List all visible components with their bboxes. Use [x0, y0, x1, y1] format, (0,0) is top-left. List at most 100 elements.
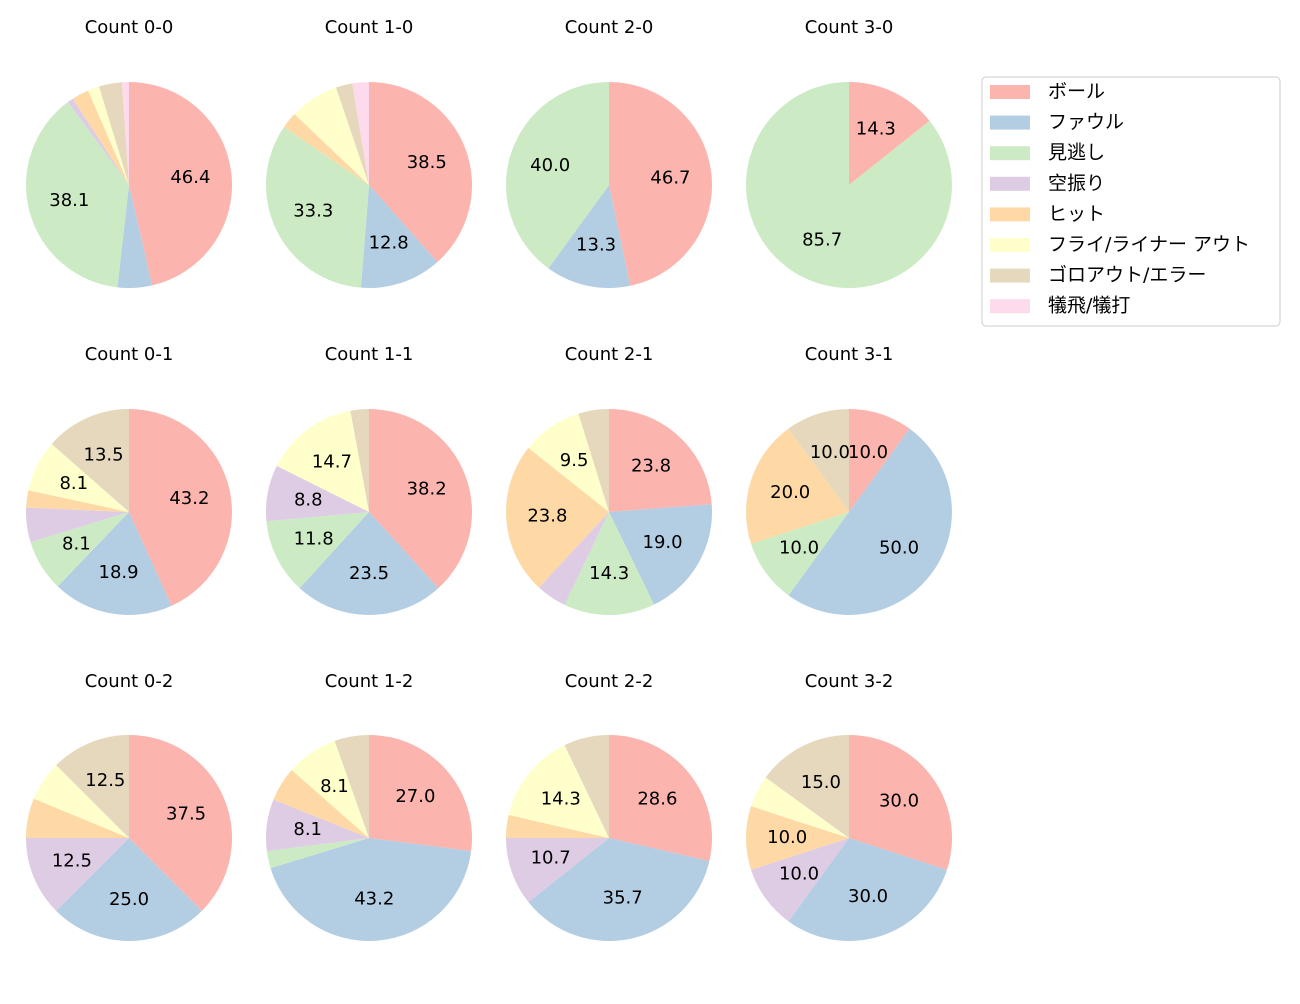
pie-slice	[121, 82, 129, 185]
pie-slice	[266, 799, 369, 852]
pie-slice	[57, 512, 172, 615]
slice-label: 11.8	[294, 528, 334, 549]
pie-slice	[299, 512, 439, 615]
slice-label: 30.0	[848, 886, 888, 907]
legend-swatch	[990, 176, 1030, 191]
pie-slice	[751, 777, 849, 838]
pie-slice	[746, 428, 849, 544]
pie-slice	[26, 490, 130, 512]
legend-label: ファウル	[1048, 111, 1124, 133]
pie-slice	[129, 409, 232, 606]
pie-slice	[26, 838, 129, 911]
slice-label: 8.1	[62, 533, 91, 554]
legend-frame	[981, 76, 1281, 327]
slice-label: 10.7	[531, 847, 571, 868]
slice-label: 50.0	[879, 537, 919, 558]
chart-title: Count 2-2	[565, 671, 654, 692]
slice-label: 12.5	[85, 770, 125, 791]
slice-label: 14.7	[312, 452, 352, 473]
pie-slice	[369, 82, 472, 263]
slice-label: 35.7	[603, 887, 643, 908]
slice-label: 8.1	[293, 819, 322, 840]
slice-label: 8.1	[59, 473, 88, 494]
pie-slice	[350, 409, 369, 512]
legend-swatch	[990, 207, 1030, 222]
legend-swatch	[990, 238, 1030, 252]
pie-slice	[506, 82, 609, 269]
slice-label: 23.8	[527, 506, 567, 527]
slice-label: 20.0	[770, 482, 810, 503]
slice-label: 12.8	[369, 233, 409, 254]
pie-slice	[129, 735, 232, 911]
pie-slice	[528, 838, 710, 941]
pie-slice	[765, 735, 849, 838]
pie-slice	[548, 185, 631, 288]
pie-slice	[266, 465, 369, 522]
pie-slice	[99, 82, 129, 185]
pie-slice	[849, 735, 952, 870]
slice-label: 30.0	[879, 791, 919, 812]
pie-slice	[56, 838, 202, 941]
slice-label: 23.5	[349, 563, 389, 584]
pie-slice	[508, 745, 609, 838]
pie-slice	[129, 82, 233, 286]
chart-title: Count 1-1	[325, 344, 414, 365]
slice-label: 8.1	[320, 776, 349, 797]
pie-slice	[51, 409, 129, 512]
pie-slice	[369, 735, 472, 852]
legend-swatch	[990, 85, 1030, 99]
slice-label: 43.2	[169, 488, 209, 509]
pie-slice	[751, 838, 849, 922]
pie-slice	[564, 735, 609, 838]
pie-slice	[28, 443, 129, 512]
pie-slice	[609, 504, 712, 605]
pie-slice	[609, 735, 712, 862]
pie-slice	[564, 512, 655, 615]
pie-slice	[609, 82, 712, 286]
pie-slice	[276, 410, 369, 512]
pie-slice	[266, 127, 369, 288]
slice-label: 15.0	[801, 772, 841, 793]
legend-label: 見逃し	[1048, 142, 1105, 164]
pie-slice	[266, 512, 369, 589]
pie-slice	[88, 86, 129, 185]
slice-label: 38.1	[49, 190, 89, 211]
slice-label: 12.5	[52, 851, 92, 872]
pie-slice	[788, 838, 947, 941]
slice-label: 19.0	[643, 532, 683, 553]
chart-title: Count 1-2	[325, 671, 414, 692]
pie-slice	[291, 740, 369, 838]
pie-slice	[369, 409, 472, 589]
slice-label: 13.5	[84, 445, 124, 466]
pie-slice	[33, 765, 129, 838]
pie-slice	[266, 838, 369, 869]
pie-slice	[117, 185, 153, 288]
slice-label: 8.8	[294, 490, 323, 511]
slice-label: 10.0	[779, 537, 819, 558]
slice-label: 10.0	[779, 863, 819, 884]
pie-slice	[283, 113, 369, 185]
slice-label: 14.3	[856, 118, 896, 139]
pie-slice	[788, 409, 849, 512]
pie-slice	[56, 735, 130, 838]
pie-slice	[538, 512, 609, 605]
pie-slice	[334, 735, 369, 838]
legend-label: ゴロアウト/エラー	[1048, 264, 1206, 286]
pie-slice	[788, 428, 952, 615]
chart-title: Count 0-2	[85, 671, 174, 692]
slice-label: 27.0	[395, 786, 435, 807]
pie-slice	[273, 769, 369, 838]
slice-label: 13.3	[576, 234, 616, 255]
slice-label: 14.3	[541, 788, 581, 809]
legend-swatch	[990, 115, 1030, 130]
legend-label: ヒット	[1048, 203, 1105, 225]
chart-title: Count 3-0	[805, 17, 894, 38]
pie-slice	[30, 512, 130, 587]
chart-title: Count 1-0	[325, 17, 414, 38]
pie-slice	[506, 814, 609, 838]
slice-label: 23.8	[631, 456, 671, 477]
legend-swatch	[990, 146, 1030, 161]
slice-label: 85.7	[802, 230, 842, 251]
pie-slice	[506, 838, 609, 903]
